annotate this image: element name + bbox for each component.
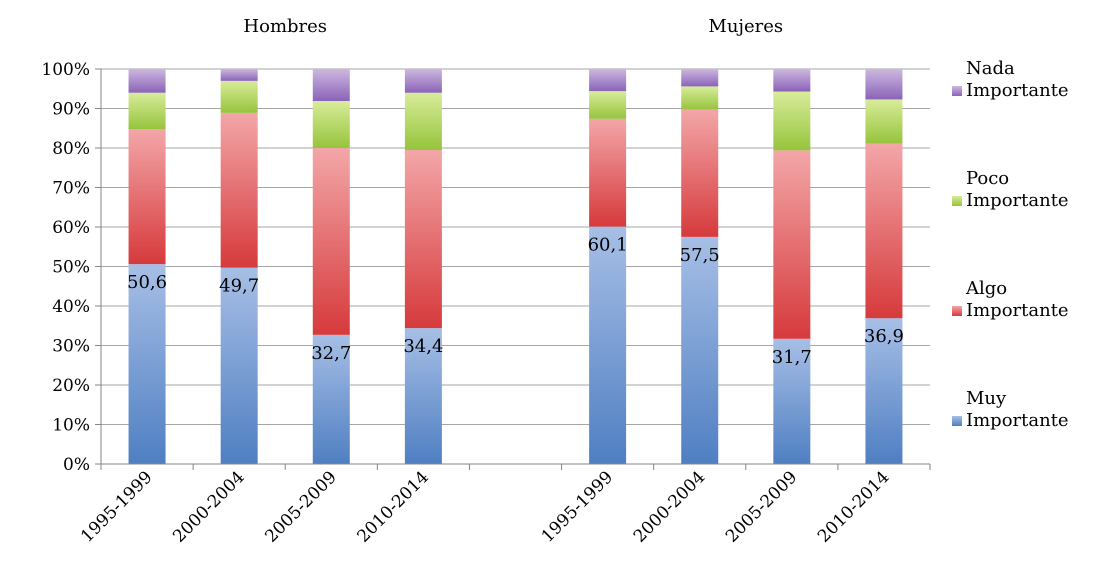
legend-label: Nada Importante (966, 58, 1069, 101)
legend-swatch (952, 306, 962, 316)
y-tick-label: 70% (52, 179, 90, 199)
bar-segment-poco-importante-1995-1999 (589, 91, 627, 119)
bar-segment-algo-importante-2000-2004 (681, 109, 719, 237)
bar-segment-poco-importante-2010-2014 (865, 99, 903, 144)
y-tick-label: 100% (41, 60, 90, 80)
bar-segment-algo-importante-1995-1999 (589, 118, 627, 227)
bar-segment-nada-importante-1995-1999 (589, 69, 627, 92)
legend-label: Poco Importante (966, 168, 1069, 211)
legend: Nada Importante Poco Importante Algo Importan… (952, 58, 1069, 431)
x-tick-label: 1995-1999 (77, 467, 156, 546)
legend-item-nada-importante: Nada Importante (952, 58, 1069, 101)
bar-segment-muy-importante-2005-2009 (773, 338, 811, 464)
y-tick-label: 10% (52, 416, 90, 436)
y-tick-label: 90% (52, 100, 90, 120)
data-label: 57,5 (680, 245, 720, 266)
legend-item-algo-importante: Algo Importante (952, 278, 1069, 321)
bar-segment-muy-importante-2000-2004 (681, 236, 719, 464)
bar-segment-algo-importante-2010-2014 (404, 149, 442, 329)
bar-segment-poco-importante-2000-2004 (681, 86, 719, 110)
x-tick-label: 2005-2009 (722, 467, 801, 546)
x-tick-label: 2000-2004 (630, 467, 709, 546)
data-label: 36,9 (864, 326, 904, 347)
data-label: 34,4 (403, 336, 443, 357)
y-tick-label: 0% (63, 455, 90, 475)
legend-label: Algo Importante (965, 278, 1069, 321)
bar-segment-muy-importante-2010-2014 (865, 318, 903, 464)
bar-segment-poco-importante-2005-2009 (773, 91, 811, 151)
legend-item-poco-importante: Poco Importante (952, 168, 1069, 211)
legend-swatch (952, 196, 962, 206)
data-label: 50,6 (127, 272, 167, 293)
bar-segment-nada-importante-2005-2009 (312, 69, 350, 101)
bar-segment-muy-importante-1995-1999 (589, 226, 627, 464)
bars (128, 69, 903, 464)
bar-segment-nada-importante-2010-2014 (865, 69, 903, 100)
bar-segment-poco-importante-2005-2009 (312, 100, 350, 148)
y-tick-label: 80% (52, 139, 90, 159)
bar-segment-poco-importante-2000-2004 (220, 80, 258, 113)
y-tick-label: 30% (52, 337, 90, 357)
group-label-mujeres: Mujeres (708, 16, 783, 37)
bar-segment-nada-importante-1995-1999 (128, 69, 166, 93)
data-label: 32,7 (311, 343, 351, 364)
y-tick-label: 40% (52, 297, 90, 317)
data-label: 49,7 (219, 276, 259, 297)
axes (95, 68, 931, 470)
x-tick-label: 1995-1999 (538, 467, 617, 546)
bar-segment-nada-importante-2010-2014 (404, 69, 442, 93)
x-tick-label: 2010-2014 (354, 467, 433, 546)
bar-segment-nada-importante-2000-2004 (681, 69, 719, 87)
legend-label: Muy Importante (966, 388, 1069, 431)
data-label: 60,1 (588, 235, 628, 256)
group-label-hombres: Hombres (243, 16, 327, 37)
x-tick-label: 2005-2009 (261, 467, 340, 546)
legend-swatch (952, 416, 962, 426)
x-tick-label: 2000-2004 (169, 467, 248, 546)
y-tick-label: 50% (52, 258, 90, 278)
bar-segment-muy-importante-2000-2004 (220, 267, 258, 464)
bar-segment-algo-importante-2005-2009 (312, 148, 350, 335)
bar-segment-muy-importante-2010-2014 (404, 328, 442, 464)
bar-segment-muy-importante-2005-2009 (312, 334, 350, 464)
bar-segment-poco-importante-1995-1999 (128, 92, 166, 130)
legend-item-muy-importante: Muy Importante (952, 388, 1069, 431)
bar-segment-muy-importante-1995-1999 (128, 264, 166, 464)
legend-swatch (952, 86, 962, 96)
y-tick-label: 20% (52, 376, 90, 396)
y-tick-label: 60% (52, 218, 90, 238)
bar-segment-nada-importante-2005-2009 (773, 69, 811, 92)
bar-segment-nada-importante-2000-2004 (220, 69, 258, 81)
bar-segment-algo-importante-2010-2014 (865, 143, 903, 319)
bar-segment-poco-importante-2010-2014 (404, 92, 442, 150)
data-label: 31,7 (772, 347, 812, 368)
x-tick-label: 2010-2014 (814, 467, 893, 546)
bar-segment-algo-importante-2000-2004 (220, 112, 258, 268)
bar-segment-algo-importante-2005-2009 (773, 150, 811, 339)
bar-segment-algo-importante-1995-1999 (128, 129, 166, 265)
